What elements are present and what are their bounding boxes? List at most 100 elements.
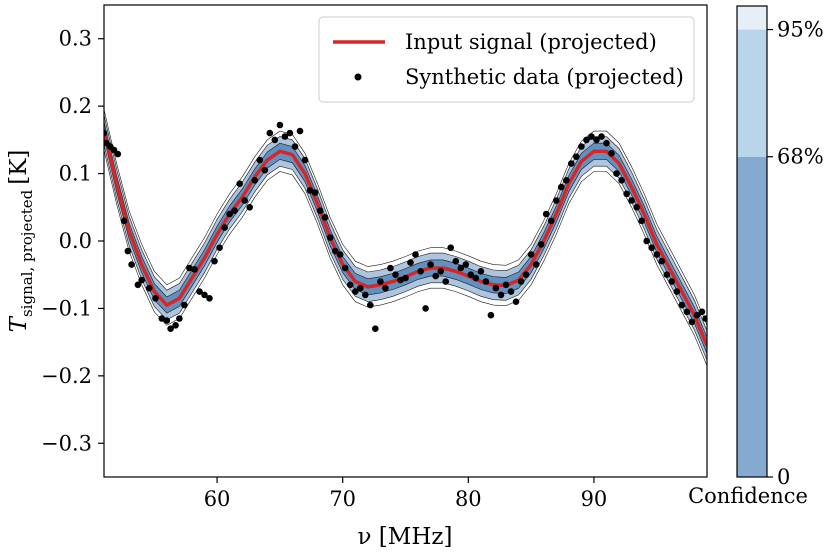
data-point-97 xyxy=(583,136,590,144)
data-point-20 xyxy=(196,288,203,295)
data-point-85 xyxy=(522,271,530,279)
band-contour-upper-2 xyxy=(104,109,707,326)
data-point-28 xyxy=(236,180,243,187)
plot-area xyxy=(104,109,707,366)
y-axis-label-main: T xyxy=(6,315,32,332)
band-contour-upper-1 xyxy=(104,114,707,331)
data-point-62 xyxy=(407,259,414,266)
data-point-21 xyxy=(201,291,208,299)
data-point-13 xyxy=(163,317,171,324)
colorbar-tick-label-0.95: 95% xyxy=(777,18,824,42)
y-tick-label--0.3: −0.3 xyxy=(41,431,92,455)
data-point-29 xyxy=(241,197,248,204)
data-point-15 xyxy=(172,322,179,329)
data-point-88 xyxy=(537,241,545,248)
data-point-94 xyxy=(568,160,575,167)
data-point-25 xyxy=(221,224,228,231)
data-point-60 xyxy=(397,276,404,284)
y-tick-label-0.3: 0.3 xyxy=(59,27,92,51)
y-axis-label-subscript: signal, projected xyxy=(18,189,36,317)
colorbar-tick-label-0.68: 68% xyxy=(777,145,824,169)
colorbar-segment-2 xyxy=(737,6,767,30)
y-axis-label: Tsignal, projected [K] xyxy=(6,150,36,333)
data-point-18 xyxy=(186,264,193,272)
legend: Input signal (projected) Synthetic data … xyxy=(318,16,695,103)
data-point-110 xyxy=(648,244,655,251)
data-point-80 xyxy=(497,291,505,299)
data-point-9 xyxy=(138,276,145,284)
data-point-57 xyxy=(382,284,389,292)
colorbar: 0 68% 95% xyxy=(736,5,824,489)
legend-box xyxy=(318,16,695,103)
data-point-120 xyxy=(698,308,706,316)
data-point-67 xyxy=(432,272,440,280)
data-point-59 xyxy=(392,271,399,279)
data-point-81 xyxy=(502,281,510,289)
data-point-48 xyxy=(336,251,344,258)
data-point-95 xyxy=(573,153,580,160)
data-point-56 xyxy=(377,278,384,285)
data-point-69 xyxy=(442,278,450,285)
data-point-5 xyxy=(120,217,128,225)
data-point-90 xyxy=(547,217,555,225)
data-point-118 xyxy=(688,318,696,326)
band-contour-lower-0 xyxy=(104,137,707,354)
x-axis-ticks: 60 70 80 90 xyxy=(204,477,607,511)
data-point-104 xyxy=(618,177,625,184)
data-point-84 xyxy=(517,278,525,285)
data-point-107 xyxy=(633,204,640,211)
data-point-72 xyxy=(457,264,465,272)
y-tick-label--0.1: −0.1 xyxy=(41,296,92,320)
data-point-37 xyxy=(281,133,289,140)
y-tick-label-0.2: 0.2 xyxy=(59,94,92,118)
data-point-39 xyxy=(291,143,299,150)
data-point-52 xyxy=(357,284,364,292)
band-contour-lower-2 xyxy=(104,149,707,366)
data-point-45 xyxy=(321,214,329,221)
colorbar-segment-0 xyxy=(737,156,767,477)
data-point-106 xyxy=(628,197,635,204)
data-point-99 xyxy=(593,136,600,144)
data-point-77 xyxy=(482,278,490,285)
x-tick-label-70: 70 xyxy=(329,487,356,511)
y-tick-label-0: 0.0 xyxy=(59,229,92,253)
data-point-121 xyxy=(702,315,707,322)
data-point-43 xyxy=(311,189,319,196)
data-point-35 xyxy=(271,136,279,144)
data-point-71 xyxy=(452,257,460,265)
colorbar-frame xyxy=(736,5,768,478)
data-point-36 xyxy=(276,121,284,129)
data-point-116 xyxy=(678,301,686,309)
y-tick-label-0.1: 0.1 xyxy=(59,162,92,186)
data-point-17 xyxy=(181,301,188,309)
data-point-23 xyxy=(211,257,218,265)
data-point-68 xyxy=(437,268,445,275)
data-point-109 xyxy=(643,237,650,245)
data-point-14 xyxy=(167,325,174,333)
legend-dot-swatch xyxy=(354,73,362,81)
colorbar-tick-label-0: 0 xyxy=(777,465,790,489)
data-point-51 xyxy=(352,288,359,295)
data-point-78 xyxy=(487,311,495,319)
colorbar-label: Confidence xyxy=(688,484,808,508)
y-axis-label-unit: [K] xyxy=(6,150,32,185)
data-point-74 xyxy=(467,271,475,279)
data-point-89 xyxy=(542,210,550,218)
data-point-103 xyxy=(613,170,620,177)
data-point-113 xyxy=(663,271,671,279)
data-point-63 xyxy=(412,251,419,258)
data-point-96 xyxy=(578,143,585,150)
data-point-38 xyxy=(286,129,294,137)
y-axis-ticks: 0.3 0.2 0.1 0.0 −0.1 −0.2 −0.3 xyxy=(41,27,104,455)
data-point-19 xyxy=(191,266,198,273)
data-point-115 xyxy=(673,288,681,295)
data-point-7 xyxy=(128,261,135,268)
data-point-44 xyxy=(316,207,324,214)
data-point-4 xyxy=(114,150,122,158)
x-tick-label-80: 80 xyxy=(455,487,482,511)
data-point-33 xyxy=(261,166,269,174)
legend-label-input-signal: Input signal (projected) xyxy=(405,30,657,54)
data-point-16 xyxy=(176,315,183,322)
data-point-0 xyxy=(104,129,108,137)
